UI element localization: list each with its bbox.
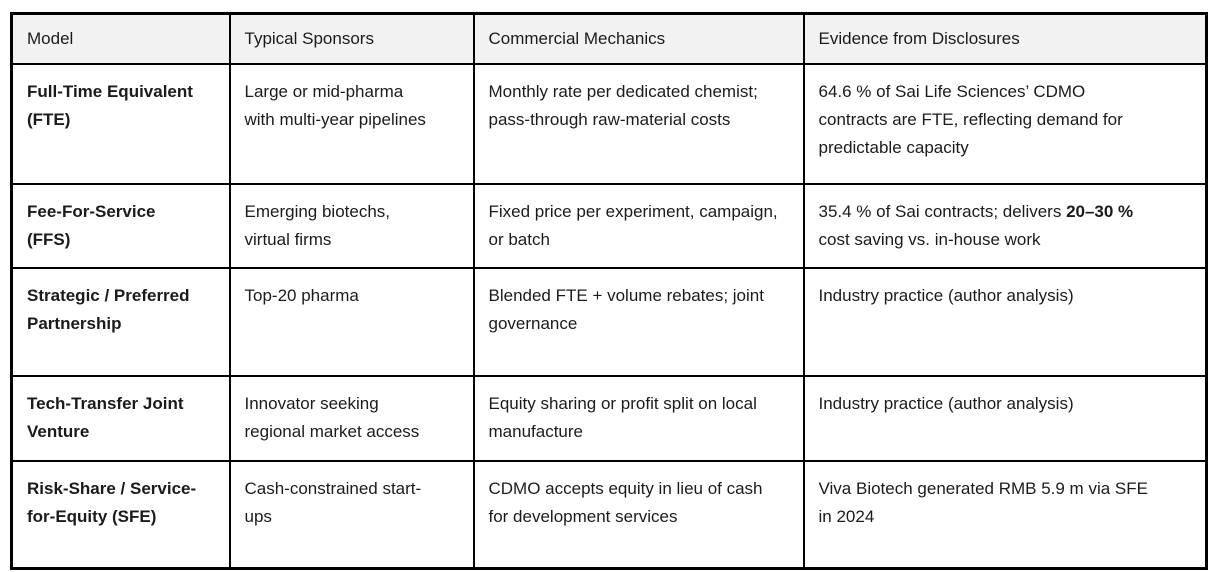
cell-evidence: Industry practice (author analysis) bbox=[802, 266, 1208, 377]
cell-evidence: 64.6 % of Sai Life Sciences’ CDMO contra… bbox=[802, 62, 1208, 185]
cell-model: Full-Time Equivalent (FTE) bbox=[10, 62, 231, 185]
cell-evidence: 35.4 % of Sai contracts; delivers 20–30 … bbox=[802, 182, 1208, 269]
evidence-text: Industry practice (author analysis) bbox=[818, 285, 1074, 305]
evidence-text-post: cost saving vs. in-house work bbox=[818, 229, 1041, 249]
table-row-sfe: Risk-Share / Service-for-Equity (SFE) Ca… bbox=[10, 459, 1208, 570]
evidence-text: Industry practice (author analysis) bbox=[818, 393, 1074, 413]
cell-model: Strategic / Preferred Partnership bbox=[10, 266, 231, 377]
cell-sponsors: Innovator seeking regional market access bbox=[228, 374, 475, 462]
column-header-evidence-from-disclosures: Evidence from Disclosures bbox=[802, 12, 1208, 65]
evidence-text: 64.6 % of Sai Life Sciences’ CDMO contra… bbox=[818, 81, 1123, 157]
column-header-typical-sponsors: Typical Sponsors bbox=[228, 12, 475, 65]
cell-model: Fee-For-Service (FFS) bbox=[10, 182, 231, 269]
cell-sponsors: Large or mid-pharma with multi-year pipe… bbox=[228, 62, 475, 185]
cdmo-business-models-table: Model Typical Sponsors Commercial Mechan… bbox=[10, 12, 1208, 570]
cell-mechanics: Fixed price per experiment, campaign, or… bbox=[472, 182, 805, 269]
cell-sponsors: Cash-constrained start-ups bbox=[228, 459, 475, 570]
cell-sponsors: Emerging biotechs, virtual firms bbox=[228, 182, 475, 269]
column-header-commercial-mechanics: Commercial Mechanics bbox=[472, 12, 805, 65]
column-header-model: Model bbox=[10, 12, 231, 65]
cell-mechanics: Monthly rate per dedicated chemist; pass… bbox=[472, 62, 805, 185]
table-row-fte: Full-Time Equivalent (FTE) Large or mid-… bbox=[10, 62, 1208, 185]
table-row-strategic-partnership: Strategic / Preferred Partnership Top-20… bbox=[10, 266, 1208, 377]
table-header-row: Model Typical Sponsors Commercial Mechan… bbox=[10, 12, 1208, 65]
evidence-text: Viva Biotech generated RMB 5.9 m via SFE… bbox=[818, 478, 1148, 526]
cell-mechanics: Equity sharing or profit split on local … bbox=[472, 374, 805, 462]
cell-mechanics: Blended FTE + volume rebates; joint gove… bbox=[472, 266, 805, 377]
cell-mechanics: CDMO accepts equity in lieu of cash for … bbox=[472, 459, 805, 570]
cell-evidence: Viva Biotech generated RMB 5.9 m via SFE… bbox=[802, 459, 1208, 570]
evidence-bold-text: 20–30 % bbox=[1066, 201, 1134, 221]
cell-evidence: Industry practice (author analysis) bbox=[802, 374, 1208, 462]
table-row-tech-transfer-jv: Tech-Transfer Joint Venture Innovator se… bbox=[10, 374, 1208, 462]
table-row-ffs: Fee-For-Service (FFS) Emerging biotechs,… bbox=[10, 182, 1208, 269]
cell-model: Risk-Share / Service-for-Equity (SFE) bbox=[10, 459, 231, 570]
evidence-text: 35.4 % of Sai contracts; delivers bbox=[818, 201, 1067, 221]
cell-sponsors: Top-20 pharma bbox=[228, 266, 475, 377]
cell-model: Tech-Transfer Joint Venture bbox=[10, 374, 231, 462]
